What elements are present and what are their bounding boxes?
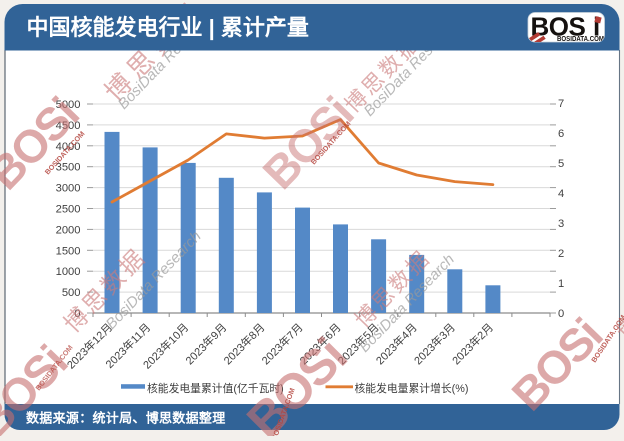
- svg-text:5: 5: [558, 158, 564, 170]
- svg-text:5000: 5000: [56, 99, 81, 111]
- svg-text:4000: 4000: [56, 141, 81, 153]
- svg-text:3: 3: [558, 218, 564, 230]
- svg-text:1500: 1500: [56, 245, 81, 257]
- svg-text:0: 0: [558, 308, 564, 320]
- svg-text:1: 1: [558, 278, 564, 290]
- svg-text:1000: 1000: [56, 266, 81, 278]
- svg-text:4500: 4500: [56, 120, 81, 132]
- svg-text:0: 0: [74, 308, 80, 320]
- svg-text:3500: 3500: [56, 162, 81, 174]
- svg-text:BOSIDATA.COM: BOSIDATA.COM: [557, 36, 604, 43]
- svg-text:i: i: [593, 12, 600, 42]
- svg-text:核能发电量累计增长(%): 核能发电量累计增长(%): [355, 381, 469, 395]
- svg-text:BOS: BOS: [531, 12, 586, 42]
- svg-text:2: 2: [558, 248, 564, 260]
- svg-text:3000: 3000: [56, 183, 81, 195]
- svg-text:2000: 2000: [56, 224, 81, 236]
- svg-text:4: 4: [558, 188, 564, 200]
- svg-text:500: 500: [62, 287, 81, 299]
- svg-text:7: 7: [558, 98, 564, 110]
- svg-text:中国核能发电行业 | 累计产量: 中国核能发电行业 | 累计产量: [27, 15, 309, 40]
- svg-text:2500: 2500: [56, 204, 81, 216]
- svg-text:核能发电量累计值(亿千瓦时): 核能发电量累计值(亿千瓦时): [147, 381, 284, 395]
- svg-text:6: 6: [558, 128, 564, 140]
- svg-text:数据来源：统计局、博思数据整理: 数据来源：统计局、博思数据整理: [26, 411, 226, 426]
